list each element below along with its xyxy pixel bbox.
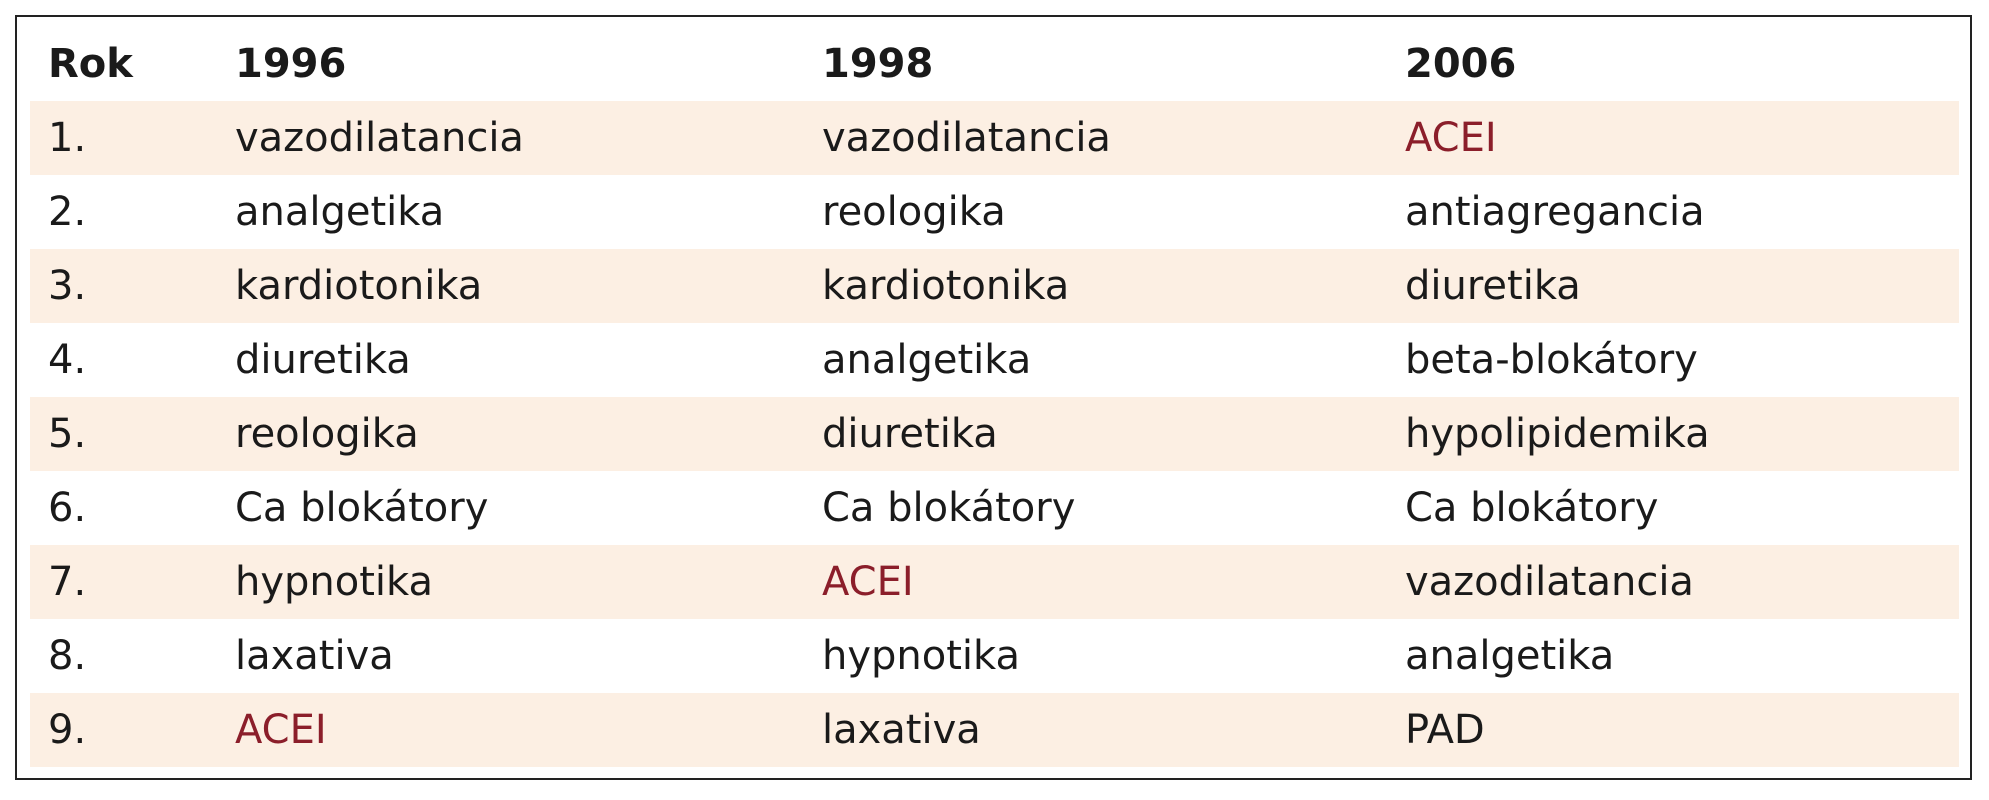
table-cell: vazodilatancia: [1405, 559, 1694, 605]
table-cell: 3.: [48, 263, 87, 309]
table-row: 9. ACEI laxativa PAD: [30, 693, 1959, 767]
header-cell: Rok: [48, 41, 133, 87]
table-row: 3. kardiotonika kardiotonika diuretika: [30, 249, 1959, 323]
table-cell: hypnotika: [235, 559, 434, 605]
table-cell: vazodilatancia: [822, 115, 1111, 161]
table-row: 7. hypnotika ACEI vazodilatancia: [30, 545, 1959, 619]
header-cell: 1996: [235, 41, 347, 87]
table-row: 2. analgetika reologika antiagregancia: [30, 175, 1959, 249]
table-cell: analgetika: [235, 189, 445, 235]
table-cell: antiagregancia: [1405, 189, 1705, 235]
table-cell: vazodilatancia: [235, 115, 524, 161]
table-cell: laxativa: [235, 633, 394, 679]
table-cell: ACEI: [822, 559, 914, 605]
table-cell: 9.: [48, 707, 87, 753]
table-frame: Rok 1996 1998 2006 1. vazodilatancia vazodilat…: [15, 15, 1972, 780]
table-cell: 6.: [48, 485, 87, 531]
table-cell: 7.: [48, 559, 87, 605]
table-cell: reologika: [235, 411, 419, 457]
table-cell: hypnotika: [822, 633, 1021, 679]
table-cell: hypolipidemika: [1405, 411, 1710, 457]
table-cell: kardiotonika: [235, 263, 483, 309]
table-cell: diuretika: [235, 337, 411, 383]
table: Rok 1996 1998 2006 1. vazodilatancia vazodilat…: [30, 27, 1959, 767]
table-cell: PAD: [1405, 707, 1485, 753]
header-cell: 2006: [1405, 41, 1517, 87]
table-cell: reologika: [822, 189, 1006, 235]
header-row: Rok 1996 1998 2006: [30, 27, 1959, 101]
table-cell: 4.: [48, 337, 87, 383]
table-cell: kardiotonika: [822, 263, 1070, 309]
header-cell: 1998: [822, 41, 934, 87]
table-cell: 5.: [48, 411, 87, 457]
table-cell: 1.: [48, 115, 87, 161]
table-row: 4. diuretika analgetika beta-blokátory: [30, 323, 1959, 397]
table-row: 5. reologika diuretika hypolipidemika: [30, 397, 1959, 471]
table-cell: 8.: [48, 633, 87, 679]
table-cell: ACEI: [235, 707, 327, 753]
table-cell: Ca blokátory: [235, 485, 489, 531]
table-cell: beta-blokátory: [1405, 337, 1698, 383]
table-cell: analgetika: [1405, 633, 1615, 679]
table-row: 8. laxativa hypnotika analgetika: [30, 619, 1959, 693]
table-cell: laxativa: [822, 707, 981, 753]
table-cell: diuretika: [1405, 263, 1581, 309]
table-cell: analgetika: [822, 337, 1032, 383]
table-cell: Ca blokátory: [822, 485, 1076, 531]
table-cell: diuretika: [822, 411, 998, 457]
table-row: 1. vazodilatancia vazodilatancia ACEI: [30, 101, 1959, 175]
table-cell: ACEI: [1405, 115, 1497, 161]
table-cell: Ca blokátory: [1405, 485, 1659, 531]
table-cell: 2.: [48, 189, 87, 235]
table-row: 6. Ca blokátory Ca blokátory Ca blokátory: [30, 471, 1959, 545]
